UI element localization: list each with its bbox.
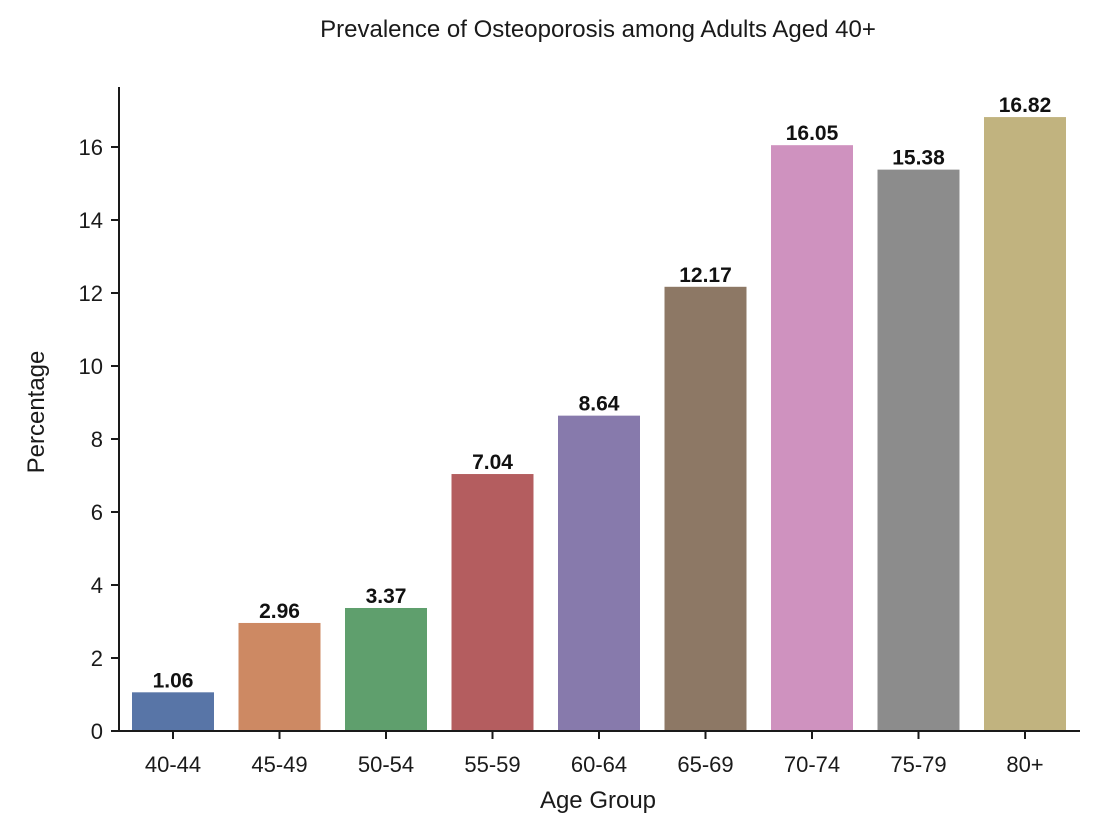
y-tick-label-2: 2 [91,646,103,671]
data-label-80+: 16.82 [999,94,1052,117]
bar-75-79 [877,169,960,731]
x-tick-label-45-49: 45-49 [251,752,307,777]
bar-80+ [984,117,1066,731]
x-tick-label-80+: 80+ [1006,752,1043,777]
x-axis-label: Age Group [540,787,656,814]
x-axis-ticks: 40-44 45-49 50-54 55-59 60-64 65-69 70-74 75-79… [145,731,1044,777]
data-label-50-54: 3.37 [366,585,407,608]
chart-title: Prevalence of Osteoporosis among Adults … [320,16,876,43]
bar-55-59 [451,474,534,731]
bar-50-54 [345,607,427,731]
bar-65-69 [664,286,747,731]
y-axis-ticks: 0 2 4 6 8 10 12 14 16 [79,135,119,744]
data-label-40-44: 1.06 [153,669,194,692]
y-tick-label-4: 4 [91,573,103,598]
y-tick-label-14: 14 [79,208,103,233]
x-tick-label-50-54: 50-54 [358,752,414,777]
x-tick-label-40-44: 40-44 [145,752,201,777]
y-tick-label-0: 0 [91,719,103,744]
x-tick-label-60-64: 60-64 [571,752,627,777]
x-tick-label-70-74: 70-74 [784,752,840,777]
bar-60-64 [558,415,640,731]
y-tick-label-16: 16 [79,135,103,160]
bar-45-49 [238,622,321,731]
data-label-55-59: 7.04 [472,451,513,474]
y-tick-label-6: 6 [91,500,103,525]
data-labels-group: 1.06 2.96 3.37 7.04 8.64 12.17 16.05 15.38 16.82 [153,94,1052,692]
bar-40-44 [132,692,214,731]
data-label-70-74: 16.05 [786,122,839,145]
x-tick-label-55-59: 55-59 [464,752,520,777]
bar-70-74 [771,145,853,732]
data-label-65-69: 12.17 [679,264,732,287]
y-tick-label-10: 10 [79,354,103,379]
data-label-75-79: 15.38 [892,147,945,170]
y-tick-label-8: 8 [91,427,103,452]
bars-group [132,117,1066,732]
y-tick-label-12: 12 [79,281,103,306]
x-tick-label-75-79: 75-79 [890,752,946,777]
data-label-60-64: 8.64 [579,393,620,416]
x-tick-label-65-69: 65-69 [677,752,733,777]
data-label-45-49: 2.96 [259,600,300,623]
y-axis-label: Percentage [23,351,50,474]
